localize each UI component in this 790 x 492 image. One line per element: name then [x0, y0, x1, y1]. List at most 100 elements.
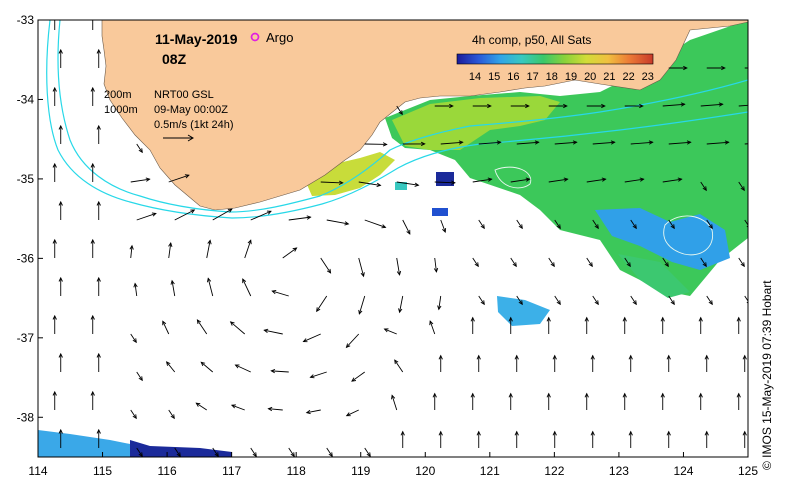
current-arrow	[624, 177, 645, 183]
x-tick-label: 123	[609, 464, 629, 478]
current-arrow	[58, 276, 63, 296]
current-arrow	[54, 20, 56, 30]
x-tick-label: 122	[544, 464, 564, 478]
current-arrow	[130, 333, 137, 344]
current-arrow	[437, 295, 442, 311]
current-arrow	[358, 257, 365, 278]
current-arrow	[552, 354, 557, 372]
current-arrow	[358, 295, 366, 315]
current-arrow	[174, 209, 196, 221]
current-arrow	[326, 219, 350, 226]
current-arrow	[358, 181, 382, 187]
current-arrow	[267, 406, 283, 412]
colorbar-tick-label: 14	[469, 71, 481, 83]
current-arrow	[508, 316, 513, 334]
sst-patch-yellow-shelf	[392, 96, 560, 150]
x-tick-label: 119	[351, 464, 370, 478]
current-arrow	[242, 278, 252, 297]
colorbar-tick-label: 18	[546, 71, 558, 83]
current-arrow	[706, 219, 713, 230]
current-arrow	[698, 316, 703, 334]
current-arrow	[136, 143, 143, 154]
current-arrow	[305, 409, 321, 415]
x-tick-label: 117	[222, 464, 241, 478]
current-arrow	[271, 290, 289, 297]
current-arrow	[52, 86, 57, 106]
vector-scale-arrow	[163, 134, 194, 142]
current-arrow	[396, 105, 403, 116]
current-arrow	[698, 392, 703, 410]
current-arrow	[402, 141, 426, 147]
current-arrow	[552, 430, 557, 448]
current-arrow	[364, 447, 371, 457]
current-arrow	[470, 316, 475, 334]
plot-frame	[37, 19, 749, 458]
current-arrow	[704, 430, 709, 448]
current-arrow	[514, 430, 519, 448]
current-arrow	[508, 392, 513, 410]
current-arrow	[96, 48, 101, 68]
current-arrow	[136, 447, 143, 457]
isobath-eddy	[663, 215, 714, 256]
current-arrow	[270, 368, 289, 374]
current-arrow	[58, 352, 63, 372]
current-arrow	[510, 177, 531, 183]
y-tick-label: -34	[17, 92, 35, 106]
current-arrow	[742, 430, 747, 448]
current-arrow	[234, 364, 251, 373]
current-arrow	[96, 352, 101, 372]
y-tick-label: -35	[17, 172, 35, 186]
current-arrow	[96, 124, 101, 144]
current-arrow	[738, 257, 745, 268]
current-arrow	[592, 219, 599, 230]
current-arrow	[590, 354, 595, 372]
current-arrow	[136, 371, 143, 382]
sst-patch-southwest-deep	[130, 440, 232, 457]
current-arrow	[206, 239, 212, 259]
sst-patch-blue-offshore	[497, 296, 550, 326]
current-arrow	[476, 354, 481, 372]
current-arrow	[434, 180, 456, 185]
current-arrow	[52, 390, 57, 410]
colorbar-tick-label: 22	[622, 71, 634, 83]
current-arrow	[58, 200, 63, 220]
current-arrow	[700, 181, 707, 192]
current-arrow	[476, 430, 481, 448]
contour-label-200: 200m	[104, 89, 132, 101]
x-axis: 114 115 116 117 118 119 120 121 122 123 124 125	[28, 452, 758, 478]
current-arrow	[212, 447, 219, 457]
current-arrow	[200, 361, 214, 373]
x-tick-label: 115	[93, 464, 112, 478]
current-arrow	[288, 215, 312, 221]
current-arrow	[736, 392, 741, 410]
current-arrow	[206, 277, 214, 297]
x-tick-label: 120	[415, 464, 435, 478]
colorbar-title: 4h comp, p50, All Sats	[472, 33, 591, 47]
current-vectors	[52, 20, 748, 457]
current-arrow	[90, 86, 95, 106]
y-tick-label: -36	[17, 251, 35, 265]
colorbar: 4h comp, p50, All Sats 14 15 16 17 18 19 20 21 2…	[456, 33, 654, 83]
current-arrow	[546, 316, 551, 334]
current-arrow	[52, 238, 57, 258]
current-arrow	[472, 103, 492, 109]
current-arrow	[168, 174, 190, 183]
current-arrow	[170, 279, 176, 297]
current-arrow	[586, 177, 607, 183]
current-arrow	[546, 392, 551, 410]
current-arrow	[548, 103, 568, 109]
current-arrow	[628, 354, 633, 372]
sst-patch-teal	[395, 182, 407, 190]
current-arrow	[130, 409, 137, 420]
sst-patch-deep-blue-2	[432, 208, 448, 216]
current-arrow	[398, 295, 404, 314]
current-arrow	[668, 219, 675, 230]
current-arrow	[326, 447, 333, 457]
current-arrow	[586, 257, 593, 268]
current-arrow	[345, 409, 359, 417]
x-tick-label: 114	[28, 464, 47, 478]
current-arrow	[400, 430, 405, 448]
current-arrow	[548, 177, 569, 183]
current-arrow	[592, 295, 599, 306]
